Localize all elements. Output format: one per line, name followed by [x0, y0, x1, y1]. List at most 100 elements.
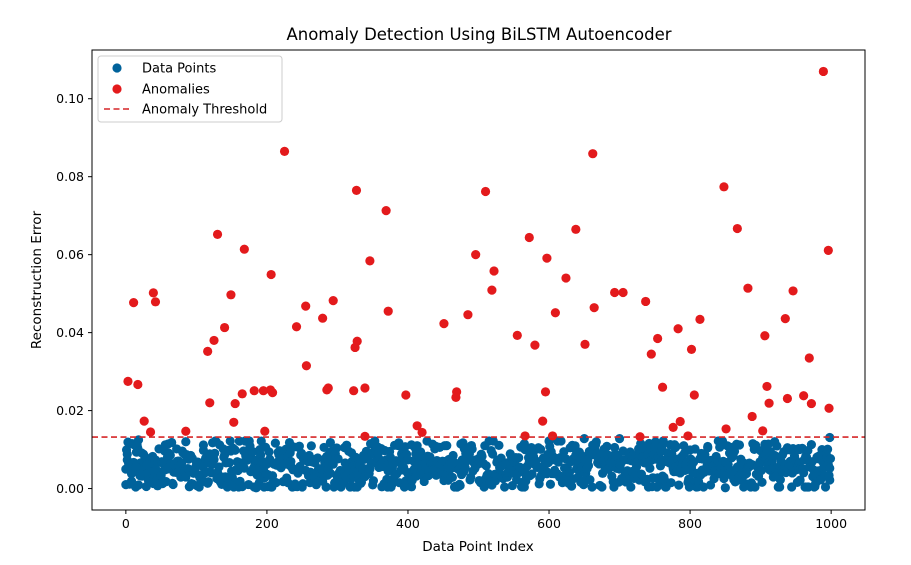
y-tick-label: 0.10 [56, 91, 84, 106]
normal-data-point [514, 453, 524, 463]
anomaly-point [352, 336, 362, 346]
normal-data-point [567, 481, 577, 491]
anomaly-point [657, 382, 668, 392]
legend-label-anomalies: Anomalies [142, 83, 210, 98]
anomaly-point [653, 333, 663, 344]
normal-data-point [645, 463, 655, 473]
anomaly-point [818, 66, 828, 77]
normal-data-point [825, 463, 835, 473]
anomaly-point [804, 353, 814, 363]
anomaly-point [589, 303, 599, 313]
anomaly-point [237, 389, 247, 399]
anomaly-point [209, 335, 219, 346]
normal-data-point [750, 482, 760, 492]
anomaly-point [540, 387, 551, 397]
normal-data-point [500, 482, 510, 492]
normal-data-point [799, 468, 809, 478]
anomaly-point [618, 287, 628, 298]
normal-data-point [313, 453, 323, 463]
normal-data-point [333, 454, 343, 464]
anomaly-point [760, 331, 770, 341]
anomaly-point [139, 416, 149, 426]
normal-data-point [729, 446, 740, 456]
anomaly-point [230, 398, 240, 409]
anomaly-point [721, 424, 731, 434]
x-tick-label: 400 [396, 516, 420, 531]
anomaly-point [538, 416, 548, 426]
y-tick-label: 0.02 [56, 403, 84, 418]
normal-data-point [756, 465, 766, 476]
anomaly-point [542, 253, 552, 263]
normal-data-point [770, 450, 780, 461]
normal-data-point [138, 449, 149, 459]
normal-data-point [224, 457, 235, 468]
legend-marker-anomalies [112, 84, 122, 94]
anomaly-point [360, 383, 370, 393]
y-tick-label: 0.04 [56, 325, 84, 340]
anomaly-point [219, 322, 230, 333]
normal-data-point [133, 480, 144, 490]
normal-data-point [597, 482, 607, 492]
anomaly-point [823, 245, 833, 255]
normal-data-point [332, 443, 342, 453]
anomaly-point [129, 298, 139, 308]
normal-data-point [126, 476, 137, 486]
normal-data-point [734, 440, 745, 450]
normal-data-point [477, 451, 487, 461]
normal-data-point [455, 480, 465, 491]
anomaly-point [571, 224, 581, 234]
normal-data-point [820, 482, 831, 492]
anomaly-point [764, 398, 774, 408]
normal-data-point [591, 437, 601, 447]
anomaly-point [806, 398, 817, 409]
normal-data-point [442, 441, 452, 451]
normal-data-point [198, 445, 209, 455]
normal-data-point [614, 434, 625, 444]
anomaly-point [381, 206, 391, 216]
anomaly-point [635, 432, 645, 442]
normal-data-point [135, 469, 145, 479]
anomaly-point [123, 376, 133, 386]
normal-data-point [368, 476, 379, 486]
y-tick-label: 0.06 [56, 247, 84, 262]
normal-data-point [794, 444, 805, 455]
anomaly-point [675, 416, 685, 427]
normal-data-point [251, 483, 261, 493]
x-tick-label: 800 [678, 516, 702, 531]
normal-data-point [698, 482, 709, 492]
normal-data-point [585, 475, 595, 485]
axes: 0 200 400 600 800 1000 0.00 0.02 0.04 0.06 0.08 0.1… [56, 91, 847, 531]
normal-data-point [674, 480, 684, 490]
normal-data-point [823, 444, 833, 454]
anomaly-point [641, 296, 651, 307]
normal-data-point [181, 437, 191, 447]
normal-data-point [168, 479, 178, 490]
anomaly-point [762, 381, 772, 392]
normal-data-point [666, 478, 676, 488]
normal-data-point [535, 444, 546, 454]
anomaly-point [417, 427, 427, 438]
anomaly-point [788, 286, 798, 296]
anomaly-point [205, 398, 215, 408]
normal-data-point [319, 442, 329, 453]
normal-data-point [210, 448, 220, 458]
anomaly-point [747, 411, 757, 422]
normal-data-point [703, 441, 713, 452]
normal-data-point [410, 443, 420, 453]
y-tick-label: 0.00 [56, 481, 84, 496]
anomaly-point [489, 266, 499, 276]
anomaly-point [580, 339, 590, 349]
normal-data-point [610, 442, 620, 453]
legend-label-threshold: Anomaly Threshold [142, 103, 267, 118]
anomaly-point [365, 256, 375, 266]
normal-data-point [579, 434, 589, 444]
normal-data-point [271, 478, 281, 488]
y-tick-label: 0.08 [56, 169, 84, 184]
anomaly-point [471, 250, 481, 260]
anomaly-point [203, 346, 213, 356]
anomaly-point [530, 340, 540, 350]
anomaly-point [133, 379, 143, 390]
normal-data-point [339, 443, 350, 453]
normal-data-point [264, 447, 274, 457]
